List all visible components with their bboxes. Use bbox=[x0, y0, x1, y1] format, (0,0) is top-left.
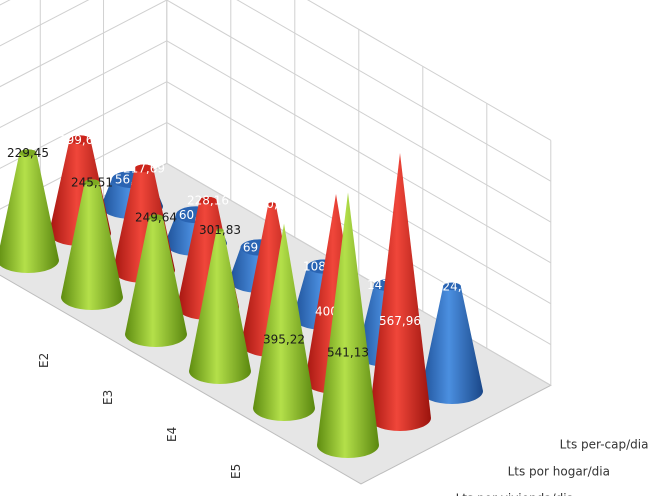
category-label: E3 bbox=[101, 390, 115, 405]
cone-top bbox=[216, 228, 224, 232]
data-label: 395,22 bbox=[263, 332, 305, 346]
cone-body bbox=[61, 179, 123, 310]
cone-E6-1: 567,96 bbox=[369, 152, 431, 431]
cone-E1-2: 229,45 bbox=[0, 146, 59, 273]
gridline bbox=[0, 0, 90, 47]
gridline bbox=[0, 0, 168, 88]
category-labels: E1E2E3E4E5E6 bbox=[37, 353, 243, 479]
cone-body bbox=[125, 214, 187, 347]
cone-top bbox=[443, 282, 461, 291]
cone-top bbox=[148, 214, 164, 221]
data-label: 300,20 bbox=[251, 197, 293, 211]
cone-top bbox=[268, 202, 276, 206]
data-label: 224,2 bbox=[435, 279, 469, 293]
data-label: 249,64 bbox=[135, 211, 177, 225]
cone-top bbox=[19, 149, 37, 157]
category-label: E2 bbox=[37, 353, 51, 368]
data-label: 229,45 bbox=[7, 146, 49, 160]
series-label: Lts por vivienda/dia bbox=[456, 491, 574, 496]
data-label: 245,51 bbox=[71, 175, 113, 189]
gridline bbox=[0, 0, 11, 6]
cone-E5-2: 395,22 bbox=[253, 223, 315, 421]
gridlines bbox=[0, 0, 552, 386]
cone-top bbox=[199, 196, 217, 205]
category-label: E4 bbox=[165, 427, 179, 442]
cone-E4-2: 301,83 bbox=[189, 223, 251, 384]
cone-body bbox=[421, 282, 483, 404]
series-label: Lts per-cap/dia bbox=[560, 437, 649, 451]
data-label: 228,16 bbox=[187, 194, 229, 208]
gridline bbox=[0, 81, 168, 169]
cone-body bbox=[0, 149, 59, 273]
cone-E3-2: 249,64 bbox=[125, 211, 187, 347]
data-label: 301,83 bbox=[199, 223, 241, 237]
cone-body bbox=[253, 223, 315, 421]
category-label: E5 bbox=[229, 464, 243, 479]
cone-E6-0: 224,2 bbox=[421, 279, 483, 404]
data-label: 199,66 bbox=[59, 133, 101, 147]
series-label: Lts por hogar/dia bbox=[508, 464, 610, 478]
data-label: 567,96 bbox=[379, 314, 421, 328]
cone-body bbox=[189, 228, 251, 384]
cone-E6-2: 541,13 bbox=[317, 192, 379, 459]
cone-top bbox=[69, 135, 91, 145]
data-label: 217,69 bbox=[123, 161, 165, 175]
series-labels: Lts per-cap/dia Lts por hogar/dia Lts por … bbox=[456, 437, 649, 496]
data-label: 541,13 bbox=[327, 346, 369, 360]
gridline bbox=[0, 40, 168, 129]
cone-top bbox=[84, 179, 100, 186]
cone-E2-2: 245,51 bbox=[61, 175, 123, 310]
cone-body bbox=[317, 192, 379, 459]
cones: 56,7660,4769,68108,08147,50224,2199,6621… bbox=[0, 133, 483, 459]
cone-top bbox=[134, 164, 154, 173]
cone-body bbox=[369, 152, 431, 431]
